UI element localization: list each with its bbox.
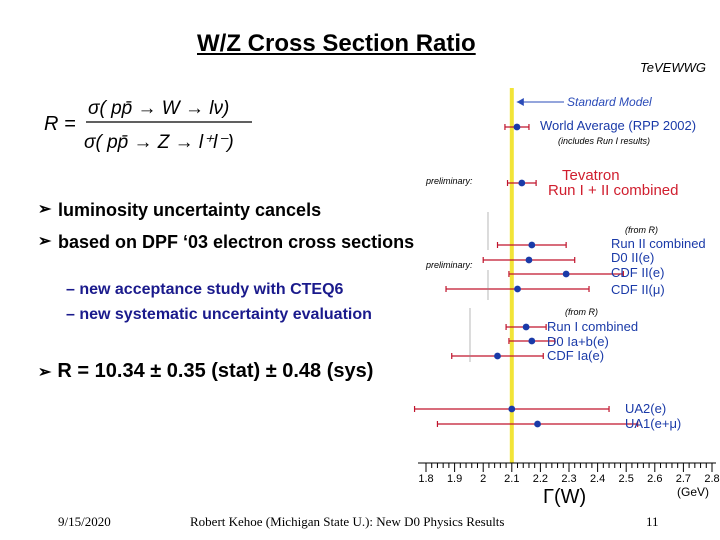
- x-tick-label: 2.1: [504, 473, 519, 485]
- x-tick-label: 2.6: [647, 473, 662, 485]
- result-bullet: ➢ R = 10.34 ± 0.35 (stat) ± 0.48 (sys): [38, 360, 398, 383]
- data-point: [522, 323, 530, 331]
- footer-author: Robert Kehoe (Michigan State U.): New D0…: [190, 514, 505, 529]
- footer-date: 9/15/2020: [58, 514, 111, 529]
- point-label: CDF Ia(e): [547, 348, 604, 363]
- formula-numerator: σ( pp̄ → W → lν): [88, 98, 229, 119]
- x-tick-label: 2.5: [619, 473, 634, 485]
- arrow-bullet-icon: ➢: [38, 201, 52, 218]
- x-tick-label: 2.3: [561, 473, 576, 485]
- point-label: Tevatron: [562, 167, 620, 184]
- slide-title: W/Z Cross Section Ratio: [197, 30, 476, 57]
- x-tick-label: 1.9: [447, 473, 462, 485]
- sub-bullet-text: new systematic uncertainty evaluation: [79, 306, 372, 323]
- point-label: D0 II(e): [611, 250, 654, 265]
- point-label: CDF II(e): [611, 265, 664, 280]
- bullet-item: ➢ luminosity uncertainty cancels: [38, 197, 428, 223]
- point-note: (includes Run I results): [558, 136, 650, 146]
- sub-bullet-item: – new systematic uncertainty evaluation: [66, 306, 372, 323]
- sub-bullet-list: – new acceptance study with CTEQ6 – new …: [66, 277, 372, 327]
- data-point: [508, 405, 516, 413]
- point-label: Run I + II combined: [548, 182, 679, 199]
- sub-bullet-item: – new acceptance study with CTEQ6: [66, 281, 344, 298]
- bullet-list: ➢ luminosity uncertainty cancels ➢ based…: [38, 197, 428, 261]
- data-point: [494, 352, 501, 360]
- data-point: [513, 123, 521, 131]
- x-tick-label: 2.8: [704, 473, 719, 485]
- x-tick-label: 2.2: [533, 473, 548, 485]
- data-point: [528, 241, 536, 249]
- standard-model-arrow-head: [516, 98, 524, 106]
- sub-bullet-text: new acceptance study with CTEQ6: [79, 281, 344, 298]
- data-point: [562, 270, 570, 278]
- x-tick-label: 1.8: [418, 473, 433, 485]
- formula-lhs: R =: [44, 113, 76, 135]
- x-tick-label: 2: [480, 473, 486, 485]
- ratio-formula: R = σ( pp̄ → W → lν) σ( pp̄ → Z → l⁺l⁻): [44, 98, 252, 153]
- preliminary-annotation: preliminary:: [425, 260, 473, 270]
- point-label: Run I combined: [547, 319, 638, 334]
- point-label: CDF II(μ): [611, 282, 665, 297]
- point-label: Run II combined: [611, 236, 706, 251]
- arrow-bullet-icon: ➢: [38, 364, 52, 381]
- data-point: [514, 285, 521, 293]
- from-r-annotation: (from R): [625, 225, 658, 235]
- point-label: UA1(e+μ): [625, 416, 681, 431]
- standard-model-label: Standard Model: [567, 95, 652, 109]
- data-point: [525, 256, 533, 264]
- result-text: R = 10.34 ± 0.35 (stat) ± 0.48 (sys): [57, 360, 374, 382]
- standard-model-band: [509, 88, 514, 463]
- point-label: D0 Ia+b(e): [547, 334, 609, 349]
- x-tick-label: 2.7: [676, 473, 691, 485]
- data-point: [518, 179, 526, 187]
- point-label: World Average (RPP 2002): [540, 118, 696, 133]
- data-point: [528, 337, 536, 345]
- point-label: UA2(e): [625, 401, 666, 416]
- x-axis-unit: (GeV): [677, 485, 709, 499]
- chart-title: TeVEWWG: [640, 60, 706, 75]
- bullet-text: luminosity uncertainty cancels: [58, 200, 322, 220]
- x-axis-label: Γ(W): [543, 486, 586, 508]
- x-tick-label: 2.4: [590, 473, 605, 485]
- bullet-item: ➢ based on DPF ‘03 electron cross sectio…: [38, 229, 428, 255]
- data-point: [534, 420, 541, 428]
- from-r-annotation: (from R): [565, 307, 598, 317]
- preliminary-annotation: preliminary:: [425, 176, 473, 186]
- formula-denominator: σ( pp̄ → Z → l⁺l⁻): [84, 132, 234, 153]
- bullet-text: based on DPF ‘03 electron cross sections: [58, 232, 415, 252]
- arrow-bullet-icon: ➢: [38, 233, 52, 250]
- footer-page-number: 11: [646, 514, 659, 529]
